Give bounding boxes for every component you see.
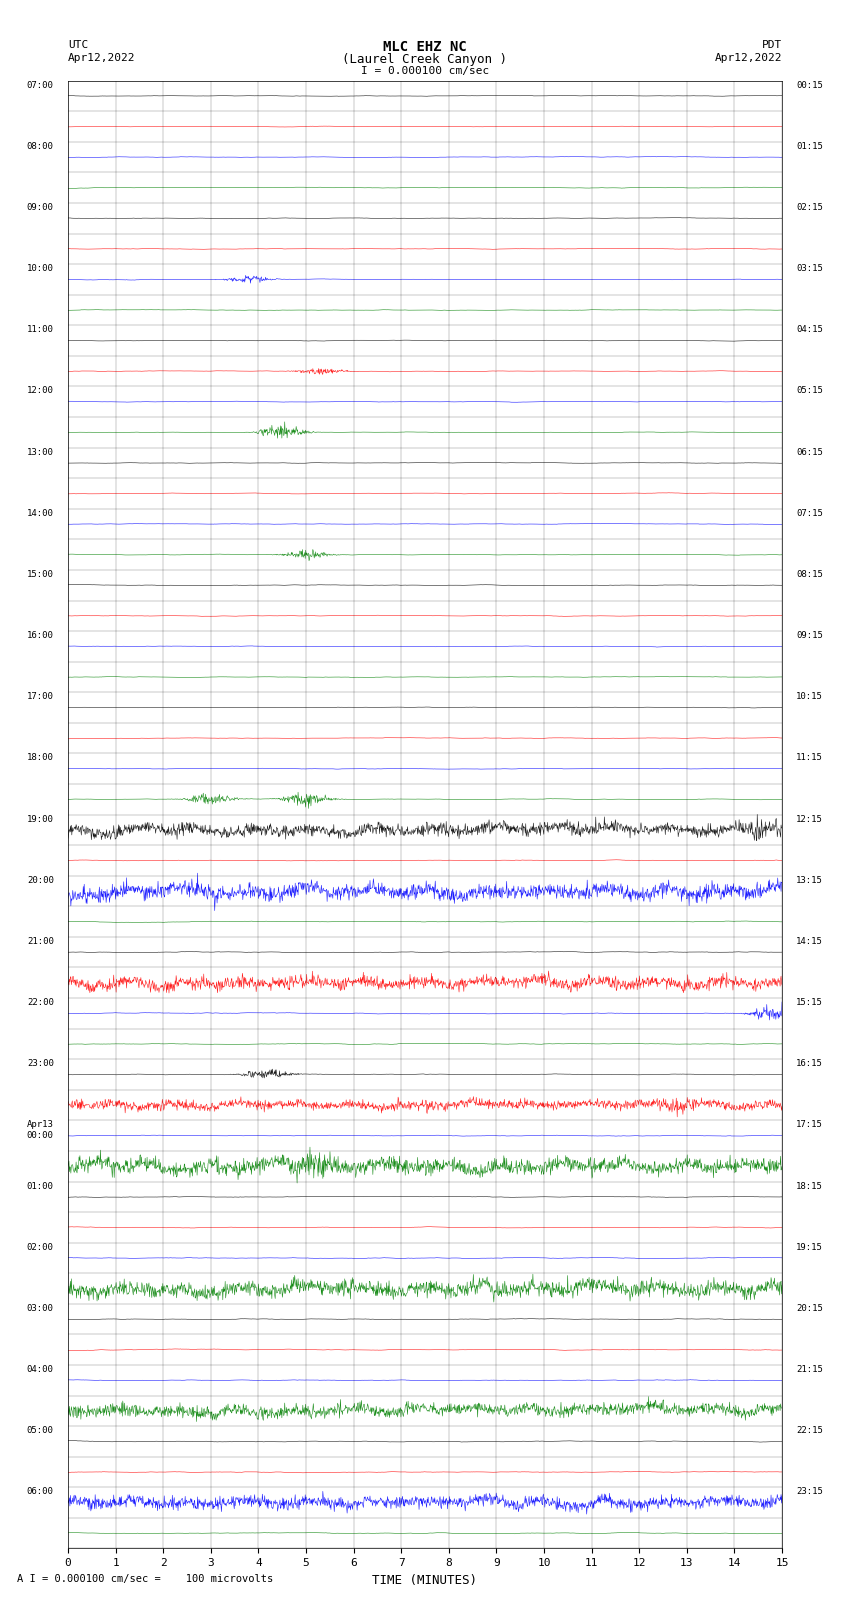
Text: 02:00: 02:00 (27, 1242, 54, 1252)
Text: 03:15: 03:15 (796, 265, 823, 273)
Text: 17:15: 17:15 (796, 1121, 823, 1129)
Text: 10:15: 10:15 (796, 692, 823, 702)
Text: 08:15: 08:15 (796, 569, 823, 579)
Text: 21:15: 21:15 (796, 1365, 823, 1374)
Text: 15:15: 15:15 (796, 998, 823, 1007)
Text: 06:00: 06:00 (27, 1487, 54, 1497)
Text: 09:15: 09:15 (796, 631, 823, 640)
Text: I = 0.000100 cm/sec: I = 0.000100 cm/sec (361, 66, 489, 76)
Text: 22:00: 22:00 (27, 998, 54, 1007)
Text: 03:00: 03:00 (27, 1303, 54, 1313)
Text: 10:00: 10:00 (27, 265, 54, 273)
Text: Apr12,2022: Apr12,2022 (715, 53, 782, 63)
Text: 01:15: 01:15 (796, 142, 823, 150)
Text: 07:15: 07:15 (796, 508, 823, 518)
Text: 14:15: 14:15 (796, 937, 823, 945)
Text: 00:15: 00:15 (796, 81, 823, 90)
Text: 15:00: 15:00 (27, 569, 54, 579)
Text: 13:00: 13:00 (27, 447, 54, 456)
Text: 19:15: 19:15 (796, 1242, 823, 1252)
Text: 12:15: 12:15 (796, 815, 823, 824)
Text: PDT: PDT (762, 40, 782, 50)
Text: 09:00: 09:00 (27, 203, 54, 211)
Text: 02:15: 02:15 (796, 203, 823, 211)
Text: 06:15: 06:15 (796, 447, 823, 456)
Text: 23:15: 23:15 (796, 1487, 823, 1497)
Text: 22:15: 22:15 (796, 1426, 823, 1436)
Text: A I = 0.000100 cm/sec =    100 microvolts: A I = 0.000100 cm/sec = 100 microvolts (17, 1574, 273, 1584)
Text: 05:00: 05:00 (27, 1426, 54, 1436)
Text: UTC: UTC (68, 40, 88, 50)
Text: 21:00: 21:00 (27, 937, 54, 945)
Text: (Laurel Creek Canyon ): (Laurel Creek Canyon ) (343, 53, 507, 66)
Text: 18:15: 18:15 (796, 1181, 823, 1190)
Text: 11:15: 11:15 (796, 753, 823, 763)
X-axis label: TIME (MINUTES): TIME (MINUTES) (372, 1574, 478, 1587)
Text: 20:00: 20:00 (27, 876, 54, 884)
Text: MLC EHZ NC: MLC EHZ NC (383, 40, 467, 55)
Text: 18:00: 18:00 (27, 753, 54, 763)
Text: 08:00: 08:00 (27, 142, 54, 150)
Text: Apr12,2022: Apr12,2022 (68, 53, 135, 63)
Text: 23:00: 23:00 (27, 1060, 54, 1068)
Text: 07:00: 07:00 (27, 81, 54, 90)
Text: 20:15: 20:15 (796, 1303, 823, 1313)
Text: 16:00: 16:00 (27, 631, 54, 640)
Text: 13:15: 13:15 (796, 876, 823, 884)
Text: 11:00: 11:00 (27, 326, 54, 334)
Text: 16:15: 16:15 (796, 1060, 823, 1068)
Text: 19:00: 19:00 (27, 815, 54, 824)
Text: 01:00: 01:00 (27, 1181, 54, 1190)
Text: Apr13
00:00: Apr13 00:00 (27, 1121, 54, 1140)
Text: 05:15: 05:15 (796, 387, 823, 395)
Text: 04:15: 04:15 (796, 326, 823, 334)
Text: 12:00: 12:00 (27, 387, 54, 395)
Text: 04:00: 04:00 (27, 1365, 54, 1374)
Text: 17:00: 17:00 (27, 692, 54, 702)
Text: 14:00: 14:00 (27, 508, 54, 518)
